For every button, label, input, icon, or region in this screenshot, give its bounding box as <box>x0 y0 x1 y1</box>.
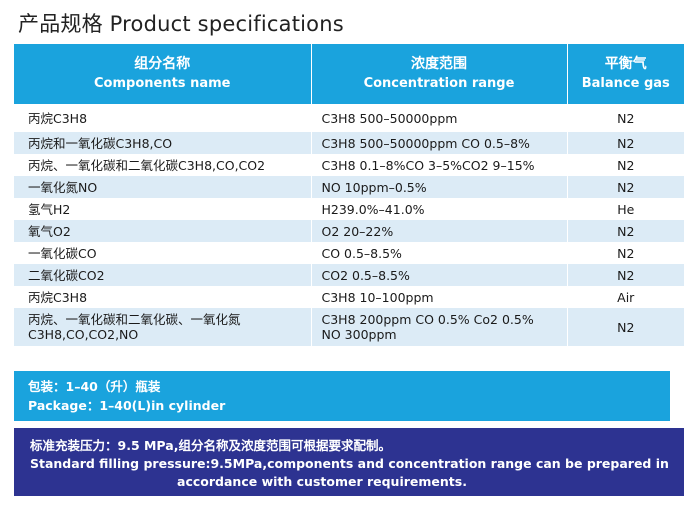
component-cell: 丙烷、一氧化碳和二氧化碳、一氧化氮 C3H8,CO,CO2,NO <box>14 308 312 346</box>
table-row: 一氧化氮NO NO 10ppm–0.5% N2 <box>14 176 684 198</box>
filling-pressure-banner: 标准充装压力：9.5 MPa,组分名称及浓度范围可根据要求配制。 Standar… <box>14 428 684 496</box>
component-cell: 丙烷C3H8 <box>14 286 312 308</box>
component-cell: 丙烷C3H8 <box>14 104 312 132</box>
concentration-cell: CO2 0.5–8.5% <box>311 264 568 286</box>
component-line-2: C3H8,CO,CO2,NO <box>28 327 139 342</box>
table-row: 丙烷C3H8 C3H8 500–50000ppm N2 <box>14 104 684 132</box>
concentration-line-2: NO 300ppm <box>321 327 397 342</box>
table-row: 丙烷C3H8 C3H8 10–100ppm Air <box>14 286 684 308</box>
component-cell: 一氧化碳CO <box>14 242 312 264</box>
header-balance: 平衡气 Balance gas <box>567 44 684 104</box>
component-cell: 丙烷和一氧化碳C3H8,CO <box>14 132 312 154</box>
balance-cell: N2 <box>567 154 684 176</box>
concentration-cell: C3H8 500–50000ppm CO 0.5–8% <box>311 132 568 154</box>
component-cell: 丙烷、一氧化碳和二氧化碳C3H8,CO,CO2 <box>14 154 312 176</box>
balance-cell: N2 <box>567 104 684 132</box>
filling-cn: 标准充装压力：9.5 MPa,组分名称及浓度范围可根据要求配制。 <box>30 438 391 453</box>
balance-cell: He <box>567 198 684 220</box>
concentration-cell: C3H8 200ppm CO 0.5% Co2 0.5% NO 300ppm <box>311 308 568 346</box>
header-concentration-cn: 浓度范围 <box>411 56 467 72</box>
table-row: 氧气O2 O2 20–22% N2 <box>14 220 684 242</box>
balance-cell: N2 <box>567 176 684 198</box>
header-components: 组分名称 Components name <box>14 44 312 104</box>
table-row: 二氧化碳CO2 CO2 0.5–8.5% N2 <box>14 264 684 286</box>
concentration-cell: C3H8 0.1–8%CO 3–5%CO2 9–15% <box>311 154 568 176</box>
concentration-cell: O2 20–22% <box>311 220 568 242</box>
concentration-cell: CO 0.5–8.5% <box>311 242 568 264</box>
table-row: 一氧化碳CO CO 0.5–8.5% N2 <box>14 242 684 264</box>
component-cell: 一氧化氮NO <box>14 176 312 198</box>
concentration-line-1: C3H8 200ppm CO 0.5% Co2 0.5% <box>321 312 534 327</box>
packaging-banner: 包装：1–40（升）瓶装 Package：1–40(L)in cylinder <box>14 371 670 421</box>
filling-en-line2: accordance with customer requirements. <box>177 474 467 489</box>
packaging-cn: 包装：1–40（升）瓶装 <box>28 379 161 394</box>
table-row: 丙烷、一氧化碳和二氧化碳、一氧化氮 C3H8,CO,CO2,NO C3H8 20… <box>14 308 684 346</box>
concentration-cell: C3H8 500–50000ppm <box>311 104 568 132</box>
spec-table: 组分名称 Components name 浓度范围 Concentration … <box>14 44 684 346</box>
balance-cell: Air <box>567 286 684 308</box>
component-cell: 氧气O2 <box>14 220 312 242</box>
table-row: 丙烷、一氧化碳和二氧化碳C3H8,CO,CO2 C3H8 0.1–8%CO 3–… <box>14 154 684 176</box>
component-line-1: 丙烷、一氧化碳和二氧化碳、一氧化氮 <box>28 312 241 327</box>
header-balance-en: Balance gas <box>581 76 670 91</box>
concentration-cell: NO 10ppm–0.5% <box>311 176 568 198</box>
header-concentration-en: Concentration range <box>363 76 515 91</box>
page-title: 产品规格 Product specifications <box>18 12 344 36</box>
header-concentration: 浓度范围 Concentration range <box>311 44 568 104</box>
balance-cell: N2 <box>567 308 684 346</box>
filling-en-line1: Standard filling pressure:9.5MPa,compone… <box>30 456 669 471</box>
concentration-cell: H239.0%–41.0% <box>311 198 568 220</box>
balance-cell: N2 <box>567 220 684 242</box>
component-cell: 二氧化碳CO2 <box>14 264 312 286</box>
concentration-cell: C3H8 10–100ppm <box>311 286 568 308</box>
header-balance-cn: 平衡气 <box>604 56 647 72</box>
packaging-en: Package：1–40(L)in cylinder <box>28 398 226 413</box>
balance-cell: N2 <box>567 242 684 264</box>
table-row: 丙烷和一氧化碳C3H8,CO C3H8 500–50000ppm CO 0.5–… <box>14 132 684 154</box>
balance-cell: N2 <box>567 132 684 154</box>
balance-cell: N2 <box>567 264 684 286</box>
component-cell: 氢气H2 <box>14 198 312 220</box>
header-components-cn: 组分名称 <box>134 56 191 72</box>
table-header-row: 组分名称 Components name 浓度范围 Concentration … <box>14 44 684 104</box>
header-components-en: Components name <box>94 76 231 91</box>
table-row: 氢气H2 H239.0%–41.0% He <box>14 198 684 220</box>
